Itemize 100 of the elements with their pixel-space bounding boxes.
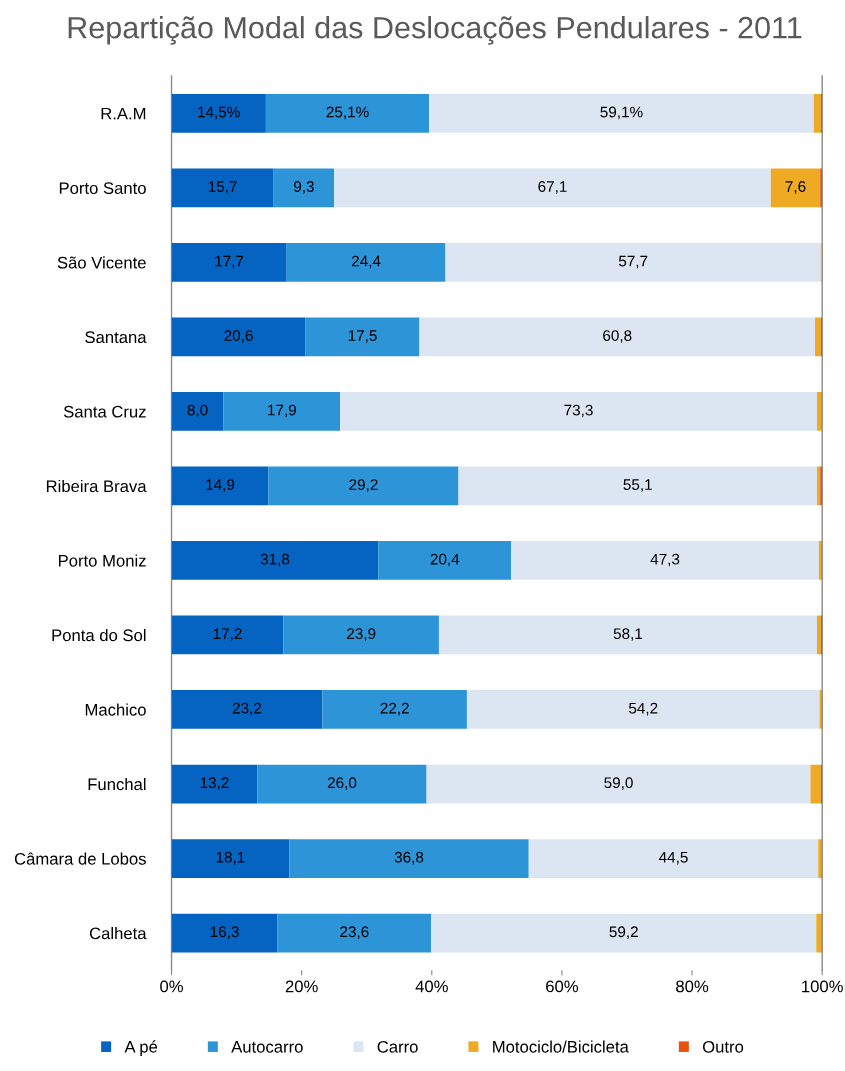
bar bbox=[322, 690, 467, 729]
bar bbox=[289, 839, 529, 878]
bar bbox=[171, 242, 287, 282]
y-tick-label: Porto Santo bbox=[59, 182, 146, 195]
data-label: 23,2 bbox=[232, 702, 262, 716]
bar bbox=[171, 317, 306, 357]
data-label: 20,6 bbox=[224, 330, 253, 343]
bar bbox=[257, 764, 427, 804]
data-label: 54,2 bbox=[629, 702, 658, 716]
bar bbox=[171, 541, 379, 580]
data-label: 8,0 bbox=[187, 404, 208, 418]
legend-label: Outro bbox=[702, 1040, 744, 1053]
bar bbox=[445, 242, 821, 282]
legend-label: Autocarro bbox=[231, 1041, 303, 1053]
data-label: 17,9 bbox=[268, 404, 296, 418]
data-label: 17,2 bbox=[213, 628, 242, 641]
bar bbox=[171, 690, 323, 729]
data-label: 23,6 bbox=[340, 926, 369, 939]
data-label: 17,7 bbox=[215, 255, 244, 269]
x-tick-label: 100% bbox=[802, 980, 843, 993]
x-tick-label: 40% bbox=[415, 980, 448, 993]
bar bbox=[265, 93, 430, 133]
data-label: 57,7 bbox=[618, 255, 648, 269]
legend-label: Carro bbox=[377, 1040, 418, 1053]
x-tick-label: 80% bbox=[676, 980, 709, 993]
data-label: 47,3 bbox=[650, 553, 680, 567]
bar bbox=[305, 317, 420, 357]
bar bbox=[816, 615, 821, 655]
y-tick-label: R.A.M bbox=[101, 107, 146, 120]
bar bbox=[770, 168, 821, 208]
bar bbox=[466, 690, 820, 729]
chart-title: Repartição Modal das Deslocações Pendulares - 2011 bbox=[68, 16, 802, 45]
bar bbox=[511, 541, 819, 580]
x-tick-label: 0% bbox=[160, 980, 183, 993]
bar bbox=[277, 913, 432, 953]
bar bbox=[438, 615, 817, 655]
data-label: 31,8 bbox=[260, 553, 290, 567]
bar bbox=[816, 466, 821, 506]
y-tick-label: Ribeira Brava bbox=[46, 479, 147, 493]
bar bbox=[431, 913, 817, 953]
bar bbox=[426, 764, 811, 804]
data-label: 59,1% bbox=[600, 106, 643, 120]
data-label: 23,9 bbox=[347, 628, 376, 641]
y-tick-label: Porto Moniz bbox=[58, 554, 146, 567]
data-label: 14,5% bbox=[198, 106, 240, 120]
data-label: 59,2 bbox=[609, 926, 638, 939]
bar bbox=[268, 466, 459, 506]
bar bbox=[171, 93, 266, 133]
bar bbox=[273, 168, 335, 208]
data-label: 14,9 bbox=[206, 479, 235, 492]
data-label: 22,2 bbox=[380, 702, 409, 716]
y-tick-label: Santa Cruz bbox=[63, 405, 146, 418]
bar bbox=[171, 839, 290, 878]
bar bbox=[419, 317, 816, 357]
bar bbox=[429, 93, 814, 133]
x-tick-label: 60% bbox=[546, 980, 579, 993]
data-label: 9,3 bbox=[294, 181, 314, 194]
data-label: 13,2 bbox=[200, 777, 229, 790]
legend-label: Motociclo/Bicicleta bbox=[493, 1040, 629, 1053]
data-label: 26,0 bbox=[327, 777, 357, 790]
y-tick-label: Ponta do Sol bbox=[52, 628, 146, 642]
bar bbox=[223, 392, 341, 431]
data-label: 44,5 bbox=[659, 851, 688, 865]
data-label: 16,3 bbox=[210, 926, 239, 939]
data-label: 18,1 bbox=[216, 851, 245, 865]
x-tick-label: 20% bbox=[285, 980, 318, 993]
bar bbox=[171, 764, 258, 804]
data-label: 25,1% bbox=[326, 106, 369, 120]
data-label: 73,3 bbox=[564, 404, 593, 418]
bar bbox=[171, 913, 278, 953]
data-label: 15,7 bbox=[208, 181, 237, 194]
bar bbox=[378, 541, 512, 580]
data-label: 17,5 bbox=[348, 330, 377, 343]
y-tick-label: Machico bbox=[85, 703, 146, 716]
bar bbox=[283, 615, 439, 655]
data-label: 59,0 bbox=[604, 777, 633, 790]
bar bbox=[815, 317, 821, 357]
data-label: 58,1 bbox=[613, 628, 643, 641]
bar bbox=[813, 93, 821, 133]
bar bbox=[528, 839, 819, 878]
y-tick-label: Calheta bbox=[89, 927, 147, 940]
data-label: 20,4 bbox=[430, 553, 460, 567]
bar bbox=[286, 242, 446, 282]
y-tick-label: Santana bbox=[85, 331, 147, 344]
bar bbox=[171, 615, 284, 655]
data-label: 24,4 bbox=[351, 255, 381, 269]
legend-label: A pé bbox=[124, 1040, 158, 1056]
bar bbox=[171, 168, 274, 208]
bar bbox=[334, 168, 771, 208]
bar bbox=[816, 913, 822, 953]
data-label: 36,8 bbox=[394, 851, 424, 865]
bar bbox=[458, 466, 817, 506]
data-label: 7,6 bbox=[785, 181, 806, 194]
bar bbox=[171, 392, 224, 431]
y-tick-label: São Vicente bbox=[57, 256, 146, 269]
y-tick-label: Câmara de Lobos bbox=[14, 852, 146, 865]
y-tick-label: Funchal bbox=[88, 777, 146, 791]
data-label: 29,2 bbox=[349, 479, 378, 492]
data-label: 60,8 bbox=[603, 330, 632, 343]
bar bbox=[171, 466, 269, 506]
